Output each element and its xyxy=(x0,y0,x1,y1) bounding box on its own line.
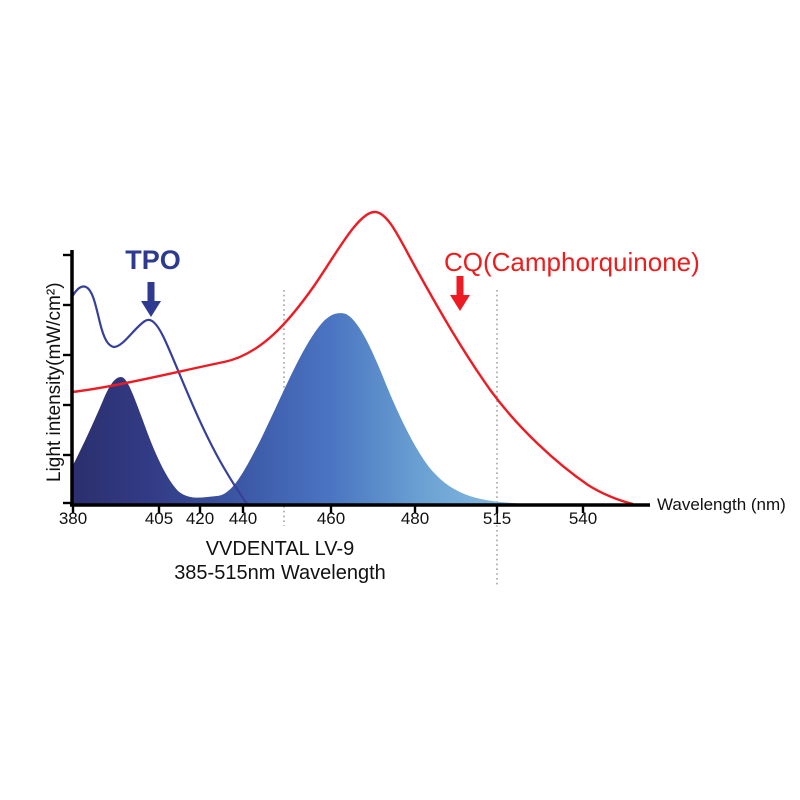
cq-annotation: CQ(Camphorquinone) xyxy=(444,247,700,277)
caption-product-name: VVDENTAL LV-9 xyxy=(205,538,355,560)
emission-spectrum-area xyxy=(72,313,536,505)
x-tick-label-405: 405 xyxy=(144,509,174,528)
x-tick-label-540: 540 xyxy=(568,509,598,528)
x-tick-label-420: 420 xyxy=(185,509,215,528)
x-tick-label-480: 480 xyxy=(400,509,430,528)
tpo-arrow-icon xyxy=(141,282,161,317)
x-tick-label-460: 460 xyxy=(316,509,346,528)
x-tick-label-380: 380 xyxy=(58,509,88,528)
x-tick-label-440: 440 xyxy=(228,509,258,528)
tpo-annotation: TPO xyxy=(125,245,181,275)
caption-wavelength-range: 385-515nm Wavelength xyxy=(174,562,386,584)
cq-curve xyxy=(71,210,634,506)
cq-arrow-icon xyxy=(450,276,470,311)
x-tick-label-515: 515 xyxy=(482,509,512,528)
x-axis-ticks xyxy=(71,505,585,513)
x-axis-label: Wavelength (nm) xyxy=(657,495,786,514)
chart-caption: VVDENTAL LV-9 385-515nm Wavelength xyxy=(80,537,480,585)
y-axis-label: Light intensity(mW/cm²) xyxy=(44,282,65,482)
tpo-curve xyxy=(71,285,248,505)
y-axis-ticks xyxy=(63,253,72,505)
